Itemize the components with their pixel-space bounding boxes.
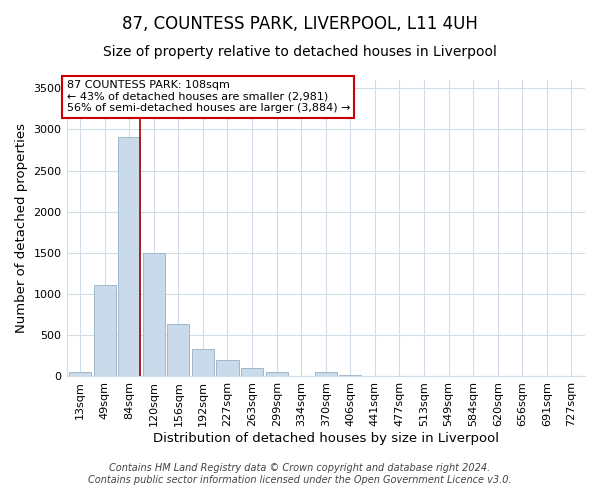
X-axis label: Distribution of detached houses by size in Liverpool: Distribution of detached houses by size … (153, 432, 499, 445)
Text: 87 COUNTESS PARK: 108sqm
← 43% of detached houses are smaller (2,981)
56% of sem: 87 COUNTESS PARK: 108sqm ← 43% of detach… (67, 80, 350, 113)
Bar (217, 360, 239, 376)
Bar (118, 137, 140, 376)
Text: Contains HM Land Registry data © Crown copyright and database right 2024.
Contai: Contains HM Land Registry data © Crown c… (88, 464, 512, 485)
Bar (339, 375, 361, 376)
Bar (69, 372, 91, 376)
Bar (94, 285, 116, 376)
Text: Size of property relative to detached houses in Liverpool: Size of property relative to detached ho… (103, 45, 497, 59)
Y-axis label: Number of detached properties: Number of detached properties (15, 123, 28, 333)
Bar (167, 324, 190, 376)
Text: 87, COUNTESS PARK, LIVERPOOL, L11 4UH: 87, COUNTESS PARK, LIVERPOOL, L11 4UH (122, 15, 478, 33)
Bar (315, 372, 337, 376)
Bar (266, 372, 287, 376)
Bar (241, 368, 263, 376)
Bar (143, 253, 165, 376)
Bar (192, 350, 214, 376)
